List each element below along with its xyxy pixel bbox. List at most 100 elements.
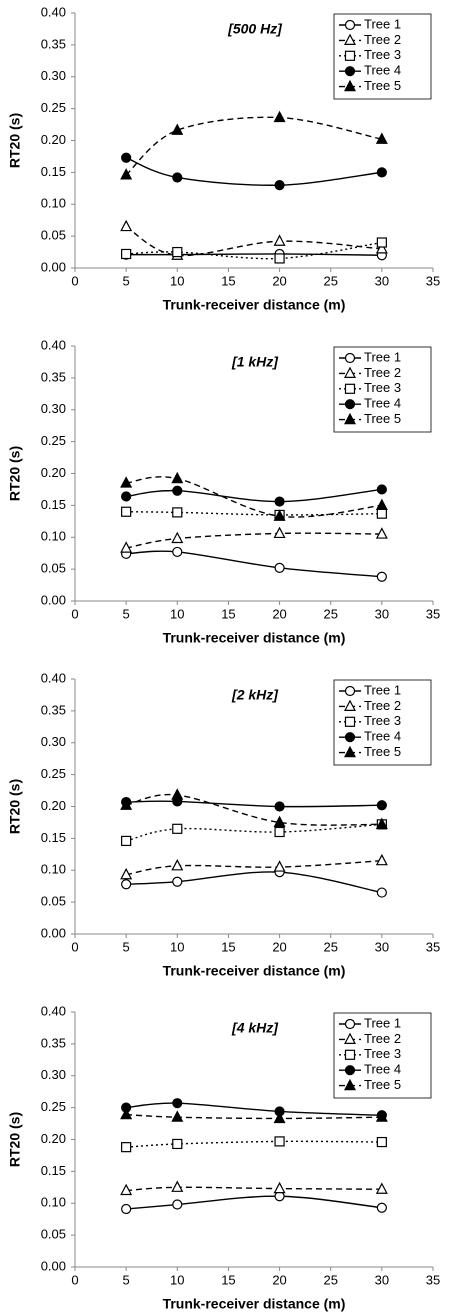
- marker: [120, 867, 133, 880]
- marker: [274, 180, 285, 191]
- marker: [375, 1110, 388, 1122]
- marker: [273, 860, 286, 872]
- y-tick-label: 0.10: [41, 1195, 66, 1210]
- chart-title: [4 kHz]: [231, 1020, 279, 1036]
- legend-marker: [344, 366, 356, 378]
- legend-label: Tree 5: [364, 1077, 401, 1092]
- x-tick-label: 10: [170, 606, 184, 621]
- series-line: [125, 116, 383, 176]
- legend-label: Tree 4: [364, 729, 401, 744]
- marker: [121, 1203, 132, 1215]
- legend-marker: [344, 383, 356, 394]
- y-tick-label: 0.00: [41, 1258, 66, 1273]
- marker: [274, 1136, 285, 1147]
- y-tick-label: 0.30: [41, 68, 66, 83]
- legend-marker: [344, 33, 356, 46]
- x-axis-label: Trunk-receiver distance (m): [163, 630, 346, 646]
- marker: [172, 546, 183, 558]
- y-tick-label: 0.40: [41, 337, 66, 352]
- x-tick-label: 10: [170, 939, 184, 954]
- x-tick-label: 5: [123, 939, 130, 954]
- marker: [376, 167, 387, 178]
- y-tick-label: 0.35: [41, 702, 66, 717]
- legend-label: Tree 1: [364, 16, 401, 31]
- marker: [120, 798, 133, 810]
- y-tick-label: 0.35: [41, 36, 66, 51]
- series-line: [126, 532, 382, 549]
- chart-title: [1 kHz]: [231, 354, 279, 370]
- legend-marker: [344, 699, 356, 712]
- series-line: [126, 1140, 382, 1148]
- marker: [171, 471, 184, 484]
- marker: [121, 152, 132, 163]
- marker: [376, 887, 387, 898]
- marker: [274, 253, 285, 264]
- y-tick-label: 0.35: [41, 369, 66, 384]
- legend-label: Tree 3: [364, 47, 401, 62]
- legend-label: Tree 5: [364, 78, 401, 93]
- marker: [375, 527, 388, 539]
- series-line: [126, 1186, 382, 1192]
- marker: [120, 219, 133, 232]
- legend-marker: [344, 50, 356, 61]
- y-tick-label: 0.00: [41, 925, 66, 940]
- y-tick-label: 0.20: [41, 132, 66, 147]
- y-axis-label: RT20 (s): [7, 1112, 23, 1167]
- y-tick-label: 0.20: [41, 1131, 66, 1146]
- series-line: [126, 871, 382, 894]
- x-tick-label: 10: [170, 273, 184, 288]
- marker: [120, 1107, 133, 1120]
- x-tick-label: 5: [123, 606, 130, 621]
- x-tick-label: 15: [221, 939, 235, 954]
- legend-marker: [344, 1049, 356, 1060]
- x-tick-label: 30: [375, 273, 389, 288]
- legend-marker: [344, 1032, 356, 1045]
- legend-label: Tree 3: [364, 1046, 401, 1061]
- marker: [273, 234, 286, 246]
- x-tick-label: 20: [272, 273, 286, 288]
- y-tick-label: 0.40: [41, 670, 66, 685]
- marker: [121, 1142, 132, 1153]
- marker: [171, 1180, 184, 1192]
- marker: [171, 858, 184, 871]
- legend-marker: [344, 19, 356, 31]
- y-tick-label: 0.25: [41, 100, 66, 115]
- y-tick-label: 0.10: [41, 529, 66, 544]
- y-tick-label: 0.05: [41, 1227, 66, 1242]
- marker: [376, 484, 387, 495]
- series-line: [126, 488, 382, 503]
- marker: [172, 1199, 183, 1210]
- x-tick-label: 35: [426, 939, 440, 954]
- legend-label: Tree 4: [364, 63, 401, 78]
- legend-label: Tree 2: [364, 698, 401, 713]
- marker: [172, 1138, 183, 1150]
- marker: [274, 826, 285, 838]
- series-line: [126, 253, 382, 256]
- marker: [273, 815, 286, 828]
- marker: [171, 788, 184, 800]
- legend-marker: [344, 412, 356, 425]
- marker: [121, 248, 132, 260]
- marker: [376, 237, 387, 248]
- legend-label: Tree 3: [364, 380, 401, 395]
- x-tick-label: 25: [323, 1272, 337, 1287]
- marker: [171, 1110, 184, 1122]
- y-tick-label: 0.25: [41, 766, 66, 781]
- marker: [121, 506, 132, 517]
- legend-marker: [344, 79, 356, 92]
- y-tick-label: 0.05: [41, 561, 66, 576]
- marker: [171, 123, 184, 135]
- marker: [376, 508, 387, 519]
- marker: [172, 246, 183, 258]
- marker: [375, 817, 388, 829]
- marker: [375, 498, 388, 510]
- series-line: [125, 225, 382, 257]
- x-tick-label: 35: [426, 1272, 440, 1287]
- x-tick-label: 0: [71, 606, 78, 621]
- marker: [376, 800, 387, 811]
- marker: [376, 571, 387, 582]
- marker: [375, 1182, 388, 1194]
- x-tick-label: 30: [375, 1272, 389, 1287]
- y-tick-label: 0.00: [41, 592, 66, 607]
